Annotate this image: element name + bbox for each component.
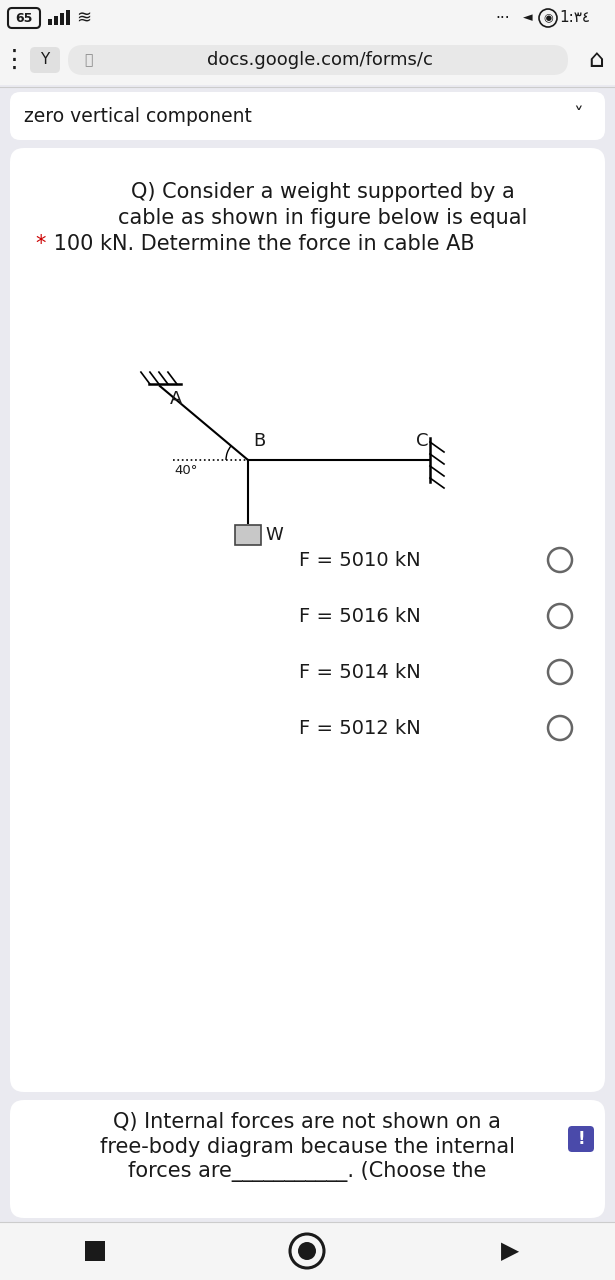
Text: 65: 65: [15, 12, 33, 24]
Text: 100 kN. Determine the force in cable AB: 100 kN. Determine the force in cable AB: [47, 234, 475, 253]
Bar: [60, 13, 64, 26]
Text: ···: ···: [496, 10, 510, 26]
Bar: [0, 1222, 615, 1280]
Text: ◉: ◉: [543, 13, 553, 23]
FancyBboxPatch shape: [68, 45, 568, 76]
Text: F = 5016 kN: F = 5016 kN: [299, 607, 421, 626]
Text: forces are___________. (Choose the: forces are___________. (Choose the: [128, 1161, 486, 1183]
Bar: [54, 15, 58, 26]
Bar: [0, 35, 615, 84]
Bar: [0, 0, 615, 35]
Text: W: W: [265, 526, 283, 544]
Text: ▶: ▶: [501, 1239, 519, 1263]
Bar: [235, 525, 261, 545]
FancyBboxPatch shape: [30, 47, 60, 73]
FancyBboxPatch shape: [10, 148, 605, 1092]
Text: docs.google.com/forms/c: docs.google.com/forms/c: [207, 51, 433, 69]
Text: Q) Internal forces are not shown on a: Q) Internal forces are not shown on a: [113, 1112, 501, 1132]
Bar: [48, 19, 52, 26]
Text: !: !: [577, 1130, 585, 1148]
Text: C: C: [416, 431, 429, 451]
FancyBboxPatch shape: [10, 1100, 605, 1219]
Text: ⋮: ⋮: [1, 47, 26, 72]
Text: *: *: [35, 234, 46, 253]
Text: A: A: [170, 390, 182, 408]
Text: F = 5010 kN: F = 5010 kN: [299, 550, 421, 570]
Text: B: B: [253, 431, 265, 451]
Text: zero vertical component: zero vertical component: [24, 106, 252, 125]
Text: ◄: ◄: [523, 12, 533, 24]
Text: 1:٣٤: 1:٣٤: [559, 10, 590, 26]
Text: Y: Y: [41, 52, 50, 68]
Text: ˅: ˅: [573, 106, 583, 125]
Text: free-body diagram because the internal: free-body diagram because the internal: [100, 1137, 515, 1157]
Text: cable as shown in figure below is equal: cable as shown in figure below is equal: [118, 207, 527, 228]
Text: 🔒: 🔒: [84, 52, 92, 67]
Text: 40°: 40°: [174, 463, 197, 477]
Text: Q) Consider a weight supported by a: Q) Consider a weight supported by a: [130, 182, 514, 202]
Text: F = 5014 kN: F = 5014 kN: [299, 663, 421, 681]
Text: F = 5012 kN: F = 5012 kN: [299, 718, 421, 737]
Text: ≋: ≋: [76, 9, 92, 27]
FancyBboxPatch shape: [10, 92, 605, 140]
Bar: [66, 10, 70, 26]
FancyBboxPatch shape: [568, 1126, 594, 1152]
Bar: [85, 1242, 105, 1261]
Circle shape: [298, 1242, 316, 1260]
Text: ⌂: ⌂: [588, 47, 604, 72]
